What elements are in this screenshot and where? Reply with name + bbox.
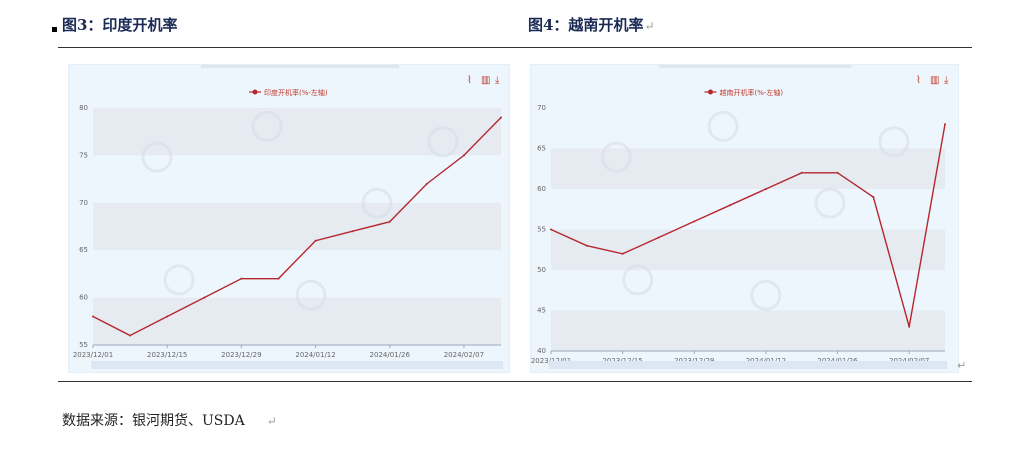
india-data-point — [203, 296, 206, 299]
india-x-tick-label: 2023/12/01 — [73, 351, 113, 359]
india-watermark-mark — [427, 126, 459, 158]
india-x-tick-label: 2024/02/07 — [444, 351, 484, 359]
india-data-point — [462, 154, 465, 157]
vietnam-watermark-mark — [600, 141, 632, 173]
vietnam-data-point — [836, 171, 839, 174]
india-top-scrollbar[interactable] — [201, 65, 399, 68]
vietnam-legend-marker — [708, 89, 713, 95]
india-data-point — [277, 277, 280, 280]
india-x-tick-label: 2024/01/12 — [295, 351, 335, 359]
india-chart-panel: 55 60 65 70 75 80 2023/12/01 2023/12/15 2023/12/… — [68, 64, 510, 373]
source-note: 数据来源：银河期货、USDA ↵ — [62, 413, 277, 429]
india-y-tick-label: 55 — [79, 341, 88, 349]
india-grid-band — [93, 108, 501, 156]
vietnam-watermark-mark — [622, 264, 654, 296]
vietnam-data-point — [693, 220, 696, 223]
india-chart: 55 60 65 70 75 80 2023/12/01 2023/12/15 2023/12/… — [73, 65, 503, 369]
india-x-tick-label: 2023/12/15 — [147, 351, 187, 359]
paragraph-mark-icon: ↵ — [957, 359, 967, 372]
paragraph-mark-icon: ↵ — [266, 414, 277, 428]
india-watermark-mark — [141, 141, 173, 173]
vietnam-watermark-mark — [707, 110, 739, 142]
india-y-tick-label: 75 — [79, 151, 88, 159]
vietnam-y-tick-label: 55 — [537, 226, 546, 234]
india-y-tick-label: 80 — [79, 104, 88, 112]
bullet-mark — [52, 27, 57, 32]
vietnam-series-line — [550, 124, 946, 327]
india-series-line — [92, 116, 502, 337]
vietnam-watermark-mark — [814, 187, 846, 219]
download-icon[interactable]: ⤓ — [944, 75, 949, 86]
left-chart-title: 图3：印度开机率 — [62, 16, 178, 34]
line-chart-icon[interactable]: ⌇ — [467, 75, 472, 86]
india-y-tick-label: 65 — [79, 246, 88, 254]
india-data-point — [314, 239, 317, 242]
india-data-point — [129, 334, 132, 337]
vietnam-grid-band — [551, 310, 945, 351]
vietnam-data-point — [621, 252, 624, 255]
vietnam-data-point — [908, 325, 911, 328]
india-x-tick-label: 2023/12/29 — [221, 351, 261, 359]
india-range-slider[interactable] — [91, 361, 503, 369]
india-y-tick-label: 60 — [79, 294, 88, 302]
vietnam-y-tick-label: 70 — [537, 104, 546, 112]
download-icon[interactable]: ⤓ — [495, 75, 500, 86]
india-data-point — [166, 315, 169, 318]
vietnam-data-point — [944, 123, 946, 126]
vietnam-y-tick-label: 65 — [537, 145, 546, 153]
india-data-point — [425, 182, 428, 185]
vietnam-data-point — [800, 171, 803, 174]
vietnam-data-point — [657, 236, 660, 239]
line-chart-icon[interactable]: ⌇ — [916, 75, 921, 86]
india-data-point — [500, 116, 502, 119]
vietnam-chart-panel: 404550556065702023/12/012023/12/152023/1… — [530, 64, 959, 373]
india-legend-label[interactable]: 印度开机率(%-左轴) — [264, 88, 328, 97]
india-x-tick-label: 2024/01/26 — [370, 351, 411, 359]
vietnam-top-scrollbar[interactable] — [659, 65, 852, 68]
vietnam-y-tick-label: 40 — [537, 347, 546, 355]
vietnam-y-tick-label: 45 — [537, 307, 546, 315]
india-watermark-mark — [251, 110, 283, 142]
vietnam-watermark-mark — [878, 126, 910, 158]
india-watermark-mark — [295, 279, 327, 311]
vietnam-legend-label[interactable]: 越南开机率(%-左轴) — [720, 88, 784, 97]
vietnam-grid-band — [551, 148, 945, 189]
vietnam-data-point — [550, 228, 552, 231]
vietnam-data-point — [764, 188, 767, 190]
paragraph-mark-icon: ↵ — [644, 19, 655, 33]
vietnam-y-tick-label: 60 — [537, 185, 546, 193]
top-rule — [58, 47, 972, 48]
india-data-point — [388, 220, 391, 223]
vietnam-chart: 404550556065702023/12/012023/12/152023/1… — [531, 65, 949, 369]
vietnam-grid-band — [551, 229, 945, 270]
india-watermark-mark — [361, 187, 393, 219]
india-watermark-mark — [163, 264, 195, 296]
india-grid-band — [93, 297, 501, 345]
vietnam-y-tick-label: 50 — [537, 266, 546, 274]
bottom-rule — [58, 381, 972, 382]
india-grid-band — [93, 202, 501, 251]
india-y-tick-label: 70 — [79, 199, 88, 207]
vietnam-range-slider[interactable] — [549, 361, 947, 369]
vietnam-data-point — [729, 204, 732, 207]
vietnam-watermark-mark — [750, 279, 782, 311]
right-chart-title: 图4：越南开机率↵ — [528, 16, 655, 34]
india-data-point — [92, 315, 94, 318]
bar-chart-icon[interactable]: ▥ — [481, 75, 490, 86]
vietnam-data-point — [585, 244, 588, 247]
india-data-point — [240, 277, 243, 280]
india-legend-marker — [252, 89, 258, 95]
vietnam-data-point — [872, 196, 875, 199]
bar-chart-icon[interactable]: ▥ — [930, 75, 939, 86]
india-data-point — [351, 230, 354, 233]
